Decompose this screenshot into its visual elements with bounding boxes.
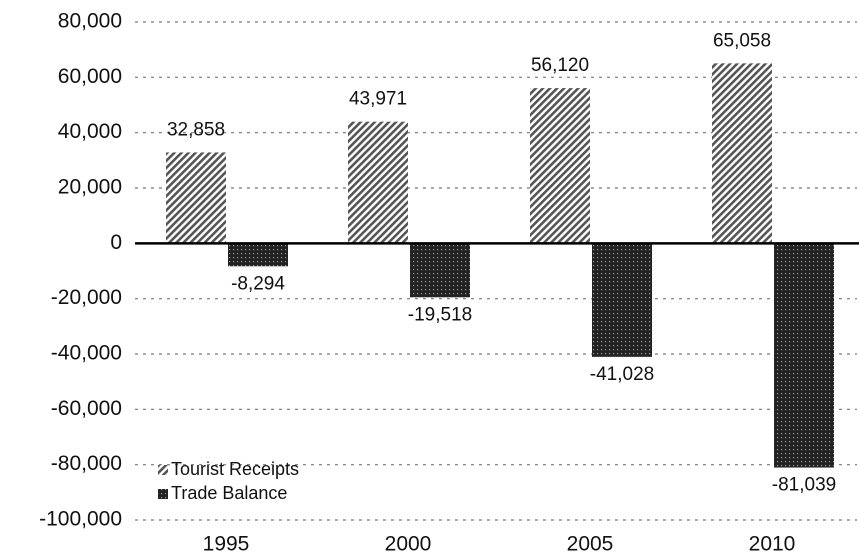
x-tick-label: 2000 — [385, 533, 432, 556]
x-tick-label: 2010 — [749, 533, 796, 556]
y-tick-label: -100,000 — [39, 508, 122, 531]
legend-label: Trade Balance — [171, 483, 287, 503]
value-label: 43,971 — [349, 89, 407, 110]
bar — [410, 243, 470, 298]
value-label: -19,518 — [408, 304, 472, 325]
bar — [166, 152, 226, 244]
y-tick-label: 60,000 — [58, 65, 122, 88]
y-tick-label: -60,000 — [51, 397, 122, 420]
value-label: 32,858 — [167, 119, 225, 140]
value-label: -8,294 — [231, 273, 285, 294]
bar — [712, 63, 772, 244]
y-tick-label: 40,000 — [58, 120, 122, 143]
y-tick-label: -20,000 — [51, 286, 122, 309]
legend-label: Tourist Receipts — [171, 459, 299, 479]
value-label: -81,039 — [772, 475, 836, 496]
value-label: 56,120 — [531, 55, 589, 76]
bar — [592, 243, 652, 357]
bar — [348, 121, 408, 244]
y-tick-label: 20,000 — [58, 176, 122, 199]
value-label: -41,028 — [590, 364, 654, 385]
x-tick-label: 2005 — [567, 533, 614, 556]
legend-swatch — [158, 489, 168, 499]
bar — [228, 243, 288, 267]
y-tick-label: -40,000 — [51, 342, 122, 365]
legend-swatch — [158, 465, 168, 475]
bar — [774, 243, 834, 468]
y-tick-label: 80,000 — [58, 10, 122, 33]
bar — [530, 88, 590, 244]
y-tick-label: -80,000 — [51, 452, 122, 475]
x-tick-label: 1995 — [203, 533, 250, 556]
value-label: 65,058 — [713, 30, 771, 51]
y-tick-label: 0 — [110, 231, 122, 254]
